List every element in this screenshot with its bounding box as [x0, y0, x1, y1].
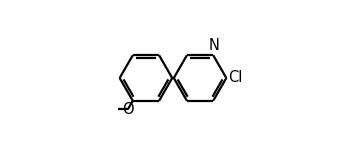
Text: Cl: Cl — [228, 71, 242, 85]
Text: N: N — [208, 38, 219, 53]
Text: O: O — [122, 102, 134, 117]
